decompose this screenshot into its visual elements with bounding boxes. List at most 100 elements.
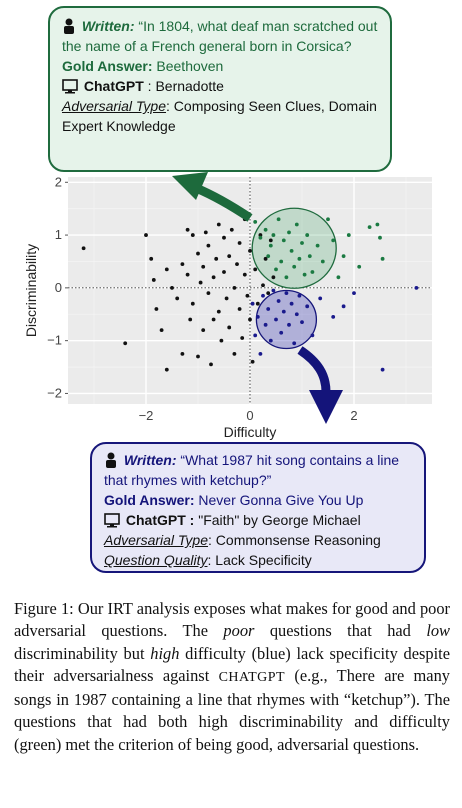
y-tick-label: −1 xyxy=(47,333,62,348)
data-point xyxy=(180,262,185,267)
data-point xyxy=(331,314,336,319)
data-point xyxy=(154,307,159,311)
data-point xyxy=(240,336,245,340)
data-point xyxy=(196,251,200,256)
written-label: Written: xyxy=(123,452,177,468)
data-point xyxy=(346,233,351,237)
data-point xyxy=(292,341,297,346)
data-point xyxy=(188,317,193,322)
data-point xyxy=(320,259,325,264)
data-point xyxy=(203,230,208,235)
data-point xyxy=(263,322,268,327)
data-point xyxy=(255,314,260,319)
data-point xyxy=(222,235,226,240)
data-point xyxy=(276,217,281,222)
data-point xyxy=(237,241,242,245)
data-point xyxy=(292,264,297,269)
scatter-points xyxy=(81,217,419,372)
data-point xyxy=(287,230,291,235)
y-tick-label: 2 xyxy=(55,174,62,189)
adversarial-type-value: : Commonsense Reasoning xyxy=(208,532,381,548)
data-point xyxy=(201,328,206,332)
data-point xyxy=(380,367,385,372)
data-point xyxy=(258,351,263,356)
data-point xyxy=(227,325,232,330)
data-point xyxy=(242,272,247,277)
data-point xyxy=(274,317,278,322)
data-point xyxy=(248,317,252,322)
data-point xyxy=(367,225,372,230)
data-point xyxy=(307,254,312,259)
data-point xyxy=(164,267,169,272)
data-point xyxy=(180,351,185,356)
gold-answer-label: Gold Answer: xyxy=(104,492,195,508)
adversarial-type-value: : Composing Seen Clues, Domain Expert Kn… xyxy=(62,98,377,134)
data-point xyxy=(380,256,385,261)
data-point xyxy=(219,338,224,343)
data-point xyxy=(224,296,229,301)
data-point xyxy=(305,304,310,309)
data-point xyxy=(331,238,336,243)
data-point xyxy=(289,249,294,253)
data-point xyxy=(258,235,263,240)
data-point xyxy=(214,256,219,261)
data-point xyxy=(255,301,260,306)
writer-icon xyxy=(64,18,74,34)
data-point xyxy=(266,307,271,311)
axis-ticks: −2 0 2 2 1 0 −1 −2 xyxy=(47,174,357,423)
blue-arrow xyxy=(297,346,331,393)
written-question: “In 1804, what deaf man scratched out th… xyxy=(62,18,378,54)
data-point xyxy=(284,275,289,280)
data-point xyxy=(261,293,265,298)
data-point xyxy=(294,222,299,227)
data-point xyxy=(263,256,268,261)
data-point xyxy=(253,333,258,338)
model-answer-line: ChatGPT : Bernadotte xyxy=(62,76,378,96)
data-point xyxy=(274,267,278,272)
irt-scatter-chart: −2 0 2 2 1 0 −1 −2 Difficulty Discriminability xyxy=(23,172,432,440)
data-point xyxy=(250,359,255,364)
data-point xyxy=(201,264,206,269)
adversarial-type-line: Adversarial Type: Composing Seen Clues, … xyxy=(62,96,378,136)
data-point xyxy=(289,301,294,306)
computer-icon xyxy=(62,79,78,94)
data-point xyxy=(175,296,180,301)
caption-model-name: CHATGPT xyxy=(218,669,286,685)
x-axis-label: Difficulty xyxy=(224,424,277,440)
data-point xyxy=(151,278,156,282)
caption-emph-poor: poor xyxy=(223,621,255,641)
data-point xyxy=(227,254,232,259)
data-point xyxy=(253,219,258,224)
figure-caption: Figure 1: Our IRT analysis exposes what … xyxy=(14,598,450,756)
x-tick-label: 0 xyxy=(246,408,253,423)
model-label: ChatGPT : xyxy=(125,512,195,528)
data-point xyxy=(190,301,195,306)
data-point xyxy=(271,288,276,293)
data-point xyxy=(149,256,154,261)
data-point xyxy=(284,291,289,296)
model-answer-line: ChatGPT : "Faith" by George Michael xyxy=(104,510,412,530)
data-point xyxy=(315,243,320,248)
adversarial-type-line: Adversarial Type: Commonsense Reasoning xyxy=(104,530,412,550)
data-point xyxy=(216,222,221,227)
data-point xyxy=(271,275,276,280)
question-quality-line: Question Quality: Lack Specificity xyxy=(104,550,412,570)
caption-part: difficulty (blue) lack specificity despi… xyxy=(14,643,450,685)
data-point xyxy=(263,227,268,232)
caption-part: (e.g., There are many songs in 1987 cont… xyxy=(14,665,450,754)
data-point xyxy=(294,312,299,317)
data-point xyxy=(352,291,356,296)
data-point xyxy=(281,309,286,314)
blue-cluster-ellipse xyxy=(255,289,318,350)
gold-answer-line: Gold Answer: Never Gonna Give You Up xyxy=(104,490,412,510)
gold-answer-label: Gold Answer: xyxy=(62,58,153,74)
data-point xyxy=(279,259,284,264)
written-label: Written: xyxy=(81,18,135,34)
data-point xyxy=(305,233,310,237)
data-point xyxy=(378,235,382,240)
data-point xyxy=(279,330,284,335)
y-tick-label: 0 xyxy=(55,280,62,295)
data-point xyxy=(211,317,216,322)
data-point xyxy=(209,362,213,367)
adversarial-type-label: Adversarial Type xyxy=(62,98,167,114)
